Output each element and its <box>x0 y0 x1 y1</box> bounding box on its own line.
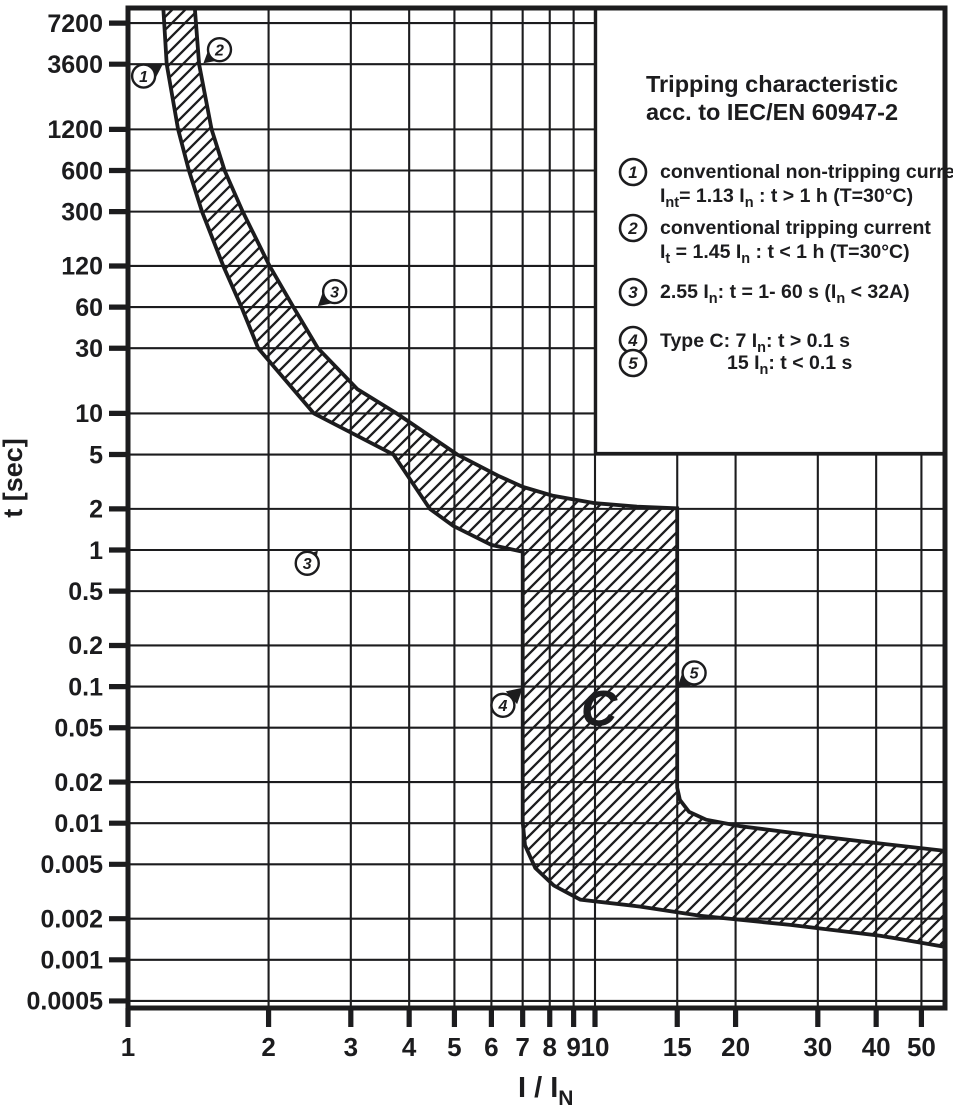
callout-circle <box>294 550 320 576</box>
y-tick-labels: 7200 3600 1200 600 300 120 60 30 10 5 2 1 0.5 0.2 0.1 0… <box>27 10 104 1016</box>
callout-5: 5 <box>677 660 707 689</box>
x-tick-label-7: 7 <box>515 1032 529 1062</box>
x-tick-label-40: 40 <box>862 1032 891 1062</box>
x-tick-label-3: 3 <box>344 1032 358 1062</box>
legend-item-1-number: 1 <box>628 163 637 182</box>
callout-number: 1 <box>139 69 148 86</box>
legend-item-3-number: 3 <box>628 283 638 302</box>
callout-number: 3 <box>303 556 312 573</box>
x-tick-label-15: 15 <box>663 1032 692 1062</box>
tripping-band <box>161 9 944 949</box>
callout-3b: 3 <box>294 550 320 576</box>
band-upper-boundary <box>192 9 944 853</box>
y-tick-label-120: 120 <box>61 253 103 281</box>
x-tick-label-5: 5 <box>447 1032 461 1062</box>
x-tick-label-30: 30 <box>803 1032 832 1062</box>
y-axis-title: t [sec] <box>0 438 28 518</box>
legend-item-1-circle <box>618 157 648 187</box>
x-tick-label-9: 9 <box>566 1032 580 1062</box>
y-tick-label-0.01: 0.01 <box>54 810 103 838</box>
legend-item-4-text-1: Type C: 7 In: t > 0.1 s <box>660 330 850 356</box>
legend-item-2-text-2: It = 1.45 In : t < 1 h (T=30°C) <box>660 241 910 267</box>
x-tick-label-2: 2 <box>261 1032 275 1062</box>
band-lower-boundary <box>161 9 944 949</box>
legend-item-2-circle <box>618 213 648 243</box>
y-tick-label-5: 5 <box>89 441 103 469</box>
y-tick-label-2: 2 <box>89 496 103 524</box>
callout-number: 5 <box>690 666 700 683</box>
callout-circle <box>490 692 516 718</box>
legend-item-5-number: 5 <box>628 354 638 373</box>
legend-item-5-text-1: 15 In: t < 0.1 s <box>727 352 853 378</box>
y-tick-label-300: 300 <box>61 198 103 226</box>
region-letter-c: C <box>581 680 618 736</box>
callout-circle <box>130 63 157 89</box>
y-tick-label-10: 10 <box>75 400 103 428</box>
y-tick-label-0.002: 0.002 <box>40 905 103 933</box>
y-tick-label-600: 600 <box>61 157 103 185</box>
x-tick-label-10: 10 <box>581 1032 610 1062</box>
callout-number: 2 <box>214 42 224 59</box>
x-tick-label-8: 8 <box>543 1032 557 1062</box>
y-tick-label-1: 1 <box>89 537 103 565</box>
y-tick-label-0.1: 0.1 <box>68 673 103 701</box>
x-tick-labels: 1 2 3 4 5 6 7 8 9 10 15 20 30 40 50 <box>121 1032 936 1062</box>
callout-circle <box>206 36 233 63</box>
y-tick-label-0.02: 0.02 <box>54 769 103 797</box>
legend-background <box>597 10 944 453</box>
x-tick-label-20: 20 <box>721 1032 750 1062</box>
legend-item-4-number: 4 <box>627 331 638 350</box>
y-tick-label-0.5: 0.5 <box>68 578 103 606</box>
callout-number: 4 <box>497 698 507 715</box>
y-tick-label-0.001: 0.001 <box>40 947 103 975</box>
axis-ticks <box>109 20 925 1027</box>
legend-title-line-2: acc. to IEC/EN 60947-2 <box>646 99 898 125</box>
x-tick-label-6: 6 <box>484 1032 498 1062</box>
y-tick-label-60: 60 <box>75 294 103 322</box>
callout-1: 1 <box>130 63 164 89</box>
y-tick-label-7200: 7200 <box>47 10 103 38</box>
legend-item-1-text-1: conventional non-tripping current <box>660 161 953 183</box>
x-tick-label-1: 1 <box>121 1032 135 1062</box>
legend-item-2-number: 2 <box>627 219 638 238</box>
x-tick-label-4: 4 <box>402 1032 417 1062</box>
band-hatch-fill <box>163 9 944 947</box>
y-tick-label-0.05: 0.05 <box>54 714 103 742</box>
y-tick-label-30: 30 <box>75 335 103 363</box>
legend-item-3-circle <box>618 277 648 307</box>
callout-number: 3 <box>330 284 339 301</box>
y-tick-label-3600: 3600 <box>47 51 103 79</box>
callout-circle <box>681 660 707 686</box>
y-tick-label-1200: 1200 <box>47 116 103 144</box>
legend-item-5-circle <box>618 348 648 378</box>
legend-item-1-text-2: Int= 1.13 In : t > 1 h (T=30°C) <box>660 185 913 211</box>
legend-item-2-text-1: conventional tripping current <box>660 217 931 239</box>
callout-3: 3 <box>317 278 348 307</box>
x-axis-title: I / IN <box>518 1072 573 1110</box>
y-tick-label-0.2: 0.2 <box>68 632 103 660</box>
callout-2: 2 <box>203 36 233 64</box>
legend-title-line-1: Tripping characteristic <box>646 71 898 97</box>
x-tick-label-50: 50 <box>907 1032 936 1062</box>
callout-4: 4 <box>490 687 523 718</box>
legend-item-3-text-1: 2.55 In: t = 1- 60 s (In < 32A) <box>660 281 910 307</box>
callout-pointer <box>505 687 523 705</box>
callout-circle <box>321 278 348 305</box>
legend-box <box>593 8 945 456</box>
y-tick-label-0.005: 0.005 <box>40 851 103 879</box>
y-tick-label-0.0005: 0.0005 <box>27 988 104 1016</box>
